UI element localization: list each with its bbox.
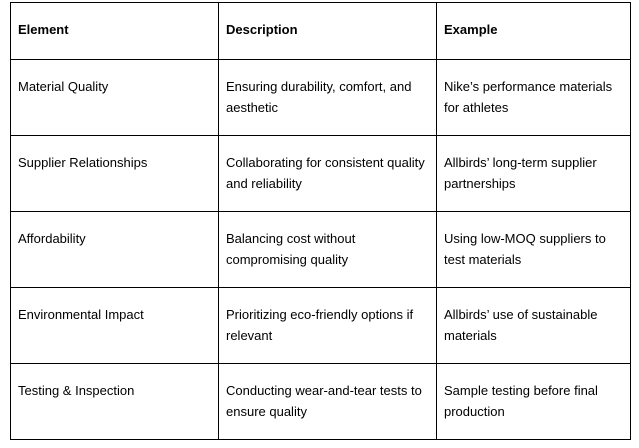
column-header-element: Element — [10, 2, 219, 60]
cell-description: Balancing cost without compromising qual… — [218, 211, 437, 288]
table-row: Affordability Balancing cost without com… — [10, 211, 631, 288]
cell-element: Testing & Inspection — [10, 363, 219, 440]
table-row: Supplier Relationships Collaborating for… — [10, 135, 631, 212]
table-row: Material Quality Ensuring durability, co… — [10, 59, 631, 136]
cell-description: Collaborating for consistent quality and… — [218, 135, 437, 212]
cell-element: Affordability — [10, 211, 219, 288]
cell-example: Nike’s performance materials for athlete… — [436, 59, 631, 136]
cell-description: Prioritizing eco-friendly options if rel… — [218, 287, 437, 364]
column-header-example: Example — [436, 2, 631, 60]
document-page: Element Description Example Material Qua… — [10, 2, 631, 440]
cell-example: Allbirds’ use of sustainable materials — [436, 287, 631, 364]
cell-example: Sample testing before final production — [436, 363, 631, 440]
cell-element: Supplier Relationships — [10, 135, 219, 212]
table-row: Testing & Inspection Conducting wear-and… — [10, 363, 631, 440]
table-row: Environmental Impact Prioritizing eco-fr… — [10, 287, 631, 364]
table-header-row: Element Description Example — [10, 2, 631, 60]
cell-example: Allbirds’ long-term supplier partnership… — [436, 135, 631, 212]
cell-element: Environmental Impact — [10, 287, 219, 364]
cell-description: Conducting wear-and-tear tests to ensure… — [218, 363, 437, 440]
cell-example: Using low-MOQ suppliers to test material… — [436, 211, 631, 288]
quality-elements-table: Element Description Example Material Qua… — [10, 2, 631, 440]
cell-description: Ensuring durability, comfort, and aesthe… — [218, 59, 437, 136]
cell-element: Material Quality — [10, 59, 219, 136]
column-header-description: Description — [218, 2, 437, 60]
